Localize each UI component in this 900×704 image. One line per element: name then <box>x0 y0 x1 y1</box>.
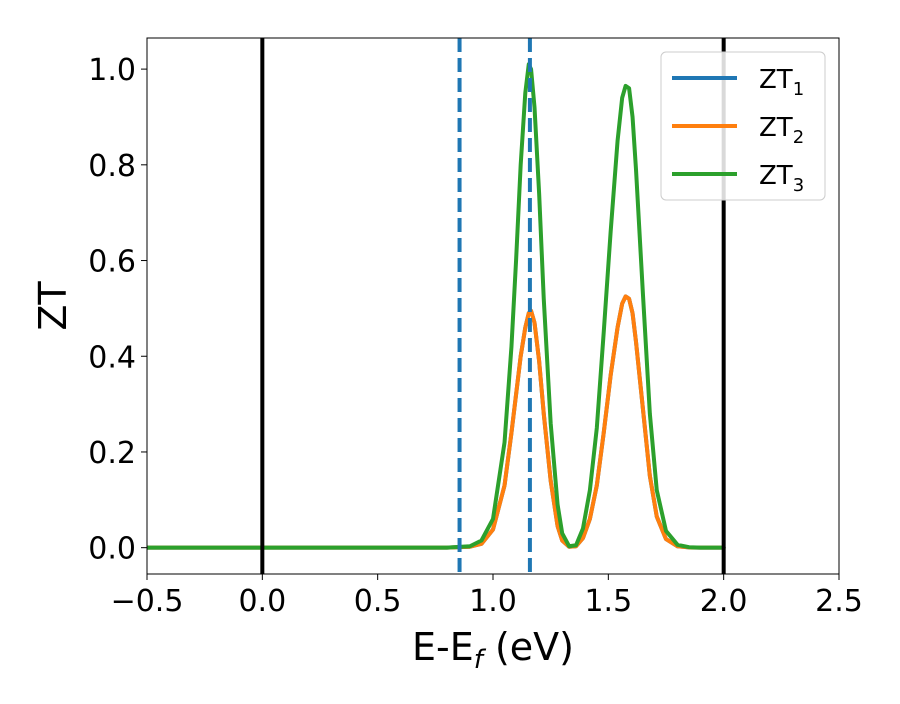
x-axis-title: E-Ef (eV) <box>412 625 574 675</box>
legend-label-subscript: 3 <box>793 175 804 196</box>
y-tick-label: 0.2 <box>88 436 136 471</box>
x-tick-label: 0.0 <box>238 584 286 619</box>
y-tick-label: 0.8 <box>88 149 136 184</box>
legend-label-1: ZT1 <box>759 65 804 100</box>
legend-box <box>660 51 826 201</box>
x-axis-title-suffix: (eV) <box>483 625 574 669</box>
x-tick-label: 1.5 <box>584 584 632 619</box>
y-tick-label: 0.0 <box>88 532 136 567</box>
y-axis-title: ZT <box>31 281 75 331</box>
y-tick-label: 0.6 <box>88 245 136 280</box>
x-tick-label: −0.5 <box>111 584 184 619</box>
series-line-2 <box>147 294 726 550</box>
legend-label-subscript: 1 <box>793 79 804 100</box>
legend-label-3: ZT3 <box>759 161 804 196</box>
x-tick-label: 2.5 <box>815 584 863 619</box>
legend-label-subscript: 2 <box>793 127 804 148</box>
y-axis: 0.0 0.2 0.4 0.6 0.8 1.0 <box>88 53 147 567</box>
series-line-3 <box>147 62 726 550</box>
x-axis: −0.5 0.0 0.5 1.0 1.5 2.0 2.5 <box>111 574 863 619</box>
series-line-1 <box>147 294 726 550</box>
y-tick-label: 0.4 <box>88 340 136 375</box>
legend-label-main: ZT <box>759 113 793 143</box>
legend-label-2: ZT2 <box>759 113 804 148</box>
x-axis-title-main: E-E <box>412 625 474 669</box>
legend-label-main: ZT <box>759 161 793 191</box>
legend-label-main: ZT <box>759 65 793 95</box>
x-tick-label: 2.0 <box>700 584 748 619</box>
y-tick-label: 1.0 <box>88 53 136 88</box>
x-tick-label: 0.5 <box>354 584 402 619</box>
x-tick-label: 1.0 <box>469 584 517 619</box>
series-layer <box>147 62 726 550</box>
